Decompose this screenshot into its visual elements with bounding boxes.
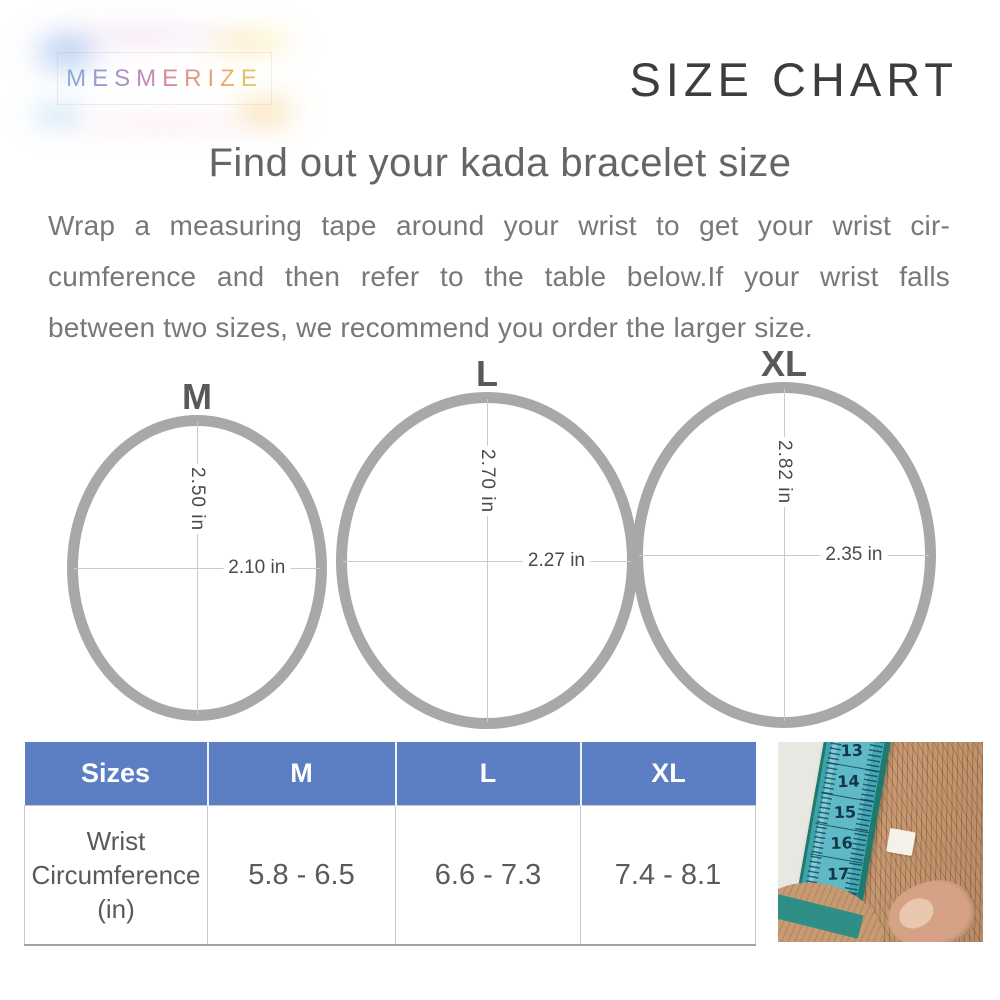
- tape-number: 17: [826, 864, 850, 884]
- table-row: Wrist Circumference (in) 5.8 - 6.5 6.6 -…: [24, 805, 756, 946]
- crosshair-horizontal-xl: [639, 555, 929, 556]
- vertical-diameter-m: 2.50 in: [186, 463, 208, 534]
- brand-name: MESMERIZE: [66, 64, 263, 92]
- size-diagram-m-label: M: [182, 376, 212, 417]
- horizontal-diameter-l: 2.27 in: [522, 549, 590, 572]
- horizontal-diameter-xl: 2.35 in: [820, 544, 888, 566]
- tape-number: 14: [836, 771, 860, 792]
- tape-tag-image: [886, 827, 916, 857]
- table-header-row: Sizes M L XL: [24, 742, 756, 806]
- vertical-diameter-l: 2.70 in: [476, 445, 498, 516]
- value-cell-l: 6.6 - 7.3: [395, 805, 581, 946]
- size-diagram-xl: XL 2.82 in 2.35 in: [632, 343, 936, 728]
- instructions-line-3: between two sizes, we recommend you orde…: [48, 312, 813, 343]
- size-diagram-m: M 2.50 in 2.10 in: [67, 376, 327, 721]
- thumbnail-image: [893, 892, 939, 935]
- value-cell-m: 5.8 - 6.5: [207, 805, 396, 946]
- instructions-line-1: Wrap a measuring tape around your wrist …: [48, 210, 950, 241]
- size-diagram-xl-label: XL: [760, 343, 808, 384]
- tape-number: 15: [833, 802, 857, 823]
- value-cell-xl: 7.4 - 8.1: [580, 805, 756, 946]
- horizontal-diameter-m: 2.10 in: [223, 557, 291, 579]
- size-table: Sizes M L XL Wrist Circumference (in) 5.…: [24, 742, 756, 946]
- instructions-paragraph: Wrap a measuring tape around your wrist …: [48, 200, 950, 353]
- bracelet-ring-m: [67, 415, 327, 721]
- table-header-sizes: Sizes: [24, 742, 209, 806]
- crosshair-horizontal-m: [74, 568, 320, 569]
- table-header-xl: XL: [580, 742, 756, 806]
- size-diagram-l-label: L: [476, 353, 498, 394]
- vertical-diameter-xl: 2.82 in: [773, 437, 795, 508]
- section-heading: Find out your kada bracelet size: [208, 141, 792, 185]
- wrist-measurement-photo: 13 14 15 16 17 18: [778, 742, 983, 942]
- bracelet-ring-xl: [632, 382, 936, 728]
- brand-logo: MESMERIZE: [57, 52, 272, 105]
- row-label-wrist-circumference: Wrist Circumference (in): [24, 805, 208, 946]
- table-header-m: M: [207, 742, 397, 806]
- size-diagram-l: L 2.70 in 2.27 in: [336, 353, 638, 729]
- tape-number: 16: [830, 833, 854, 854]
- table-header-l: L: [395, 742, 582, 806]
- tape-number: 13: [840, 742, 864, 761]
- instructions-line-2: cumference and then refer to the table b…: [48, 261, 950, 292]
- crosshair-horizontal-l: [343, 560, 631, 562]
- page-title: SIZE CHART: [629, 53, 958, 106]
